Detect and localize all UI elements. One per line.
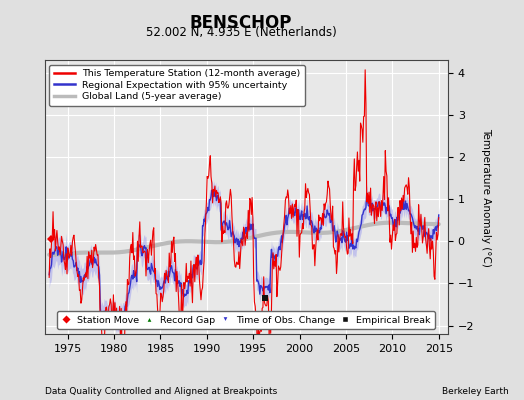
Text: BENSCHOP: BENSCHOP [190,14,292,32]
Text: Data Quality Controlled and Aligned at Breakpoints: Data Quality Controlled and Aligned at B… [45,387,277,396]
Text: Berkeley Earth: Berkeley Earth [442,387,508,396]
Y-axis label: Temperature Anomaly (°C): Temperature Anomaly (°C) [481,128,491,266]
Legend: Station Move, Record Gap, Time of Obs. Change, Empirical Break: Station Move, Record Gap, Time of Obs. C… [58,311,435,329]
Text: 52.002 N, 4.935 E (Netherlands): 52.002 N, 4.935 E (Netherlands) [146,26,336,39]
